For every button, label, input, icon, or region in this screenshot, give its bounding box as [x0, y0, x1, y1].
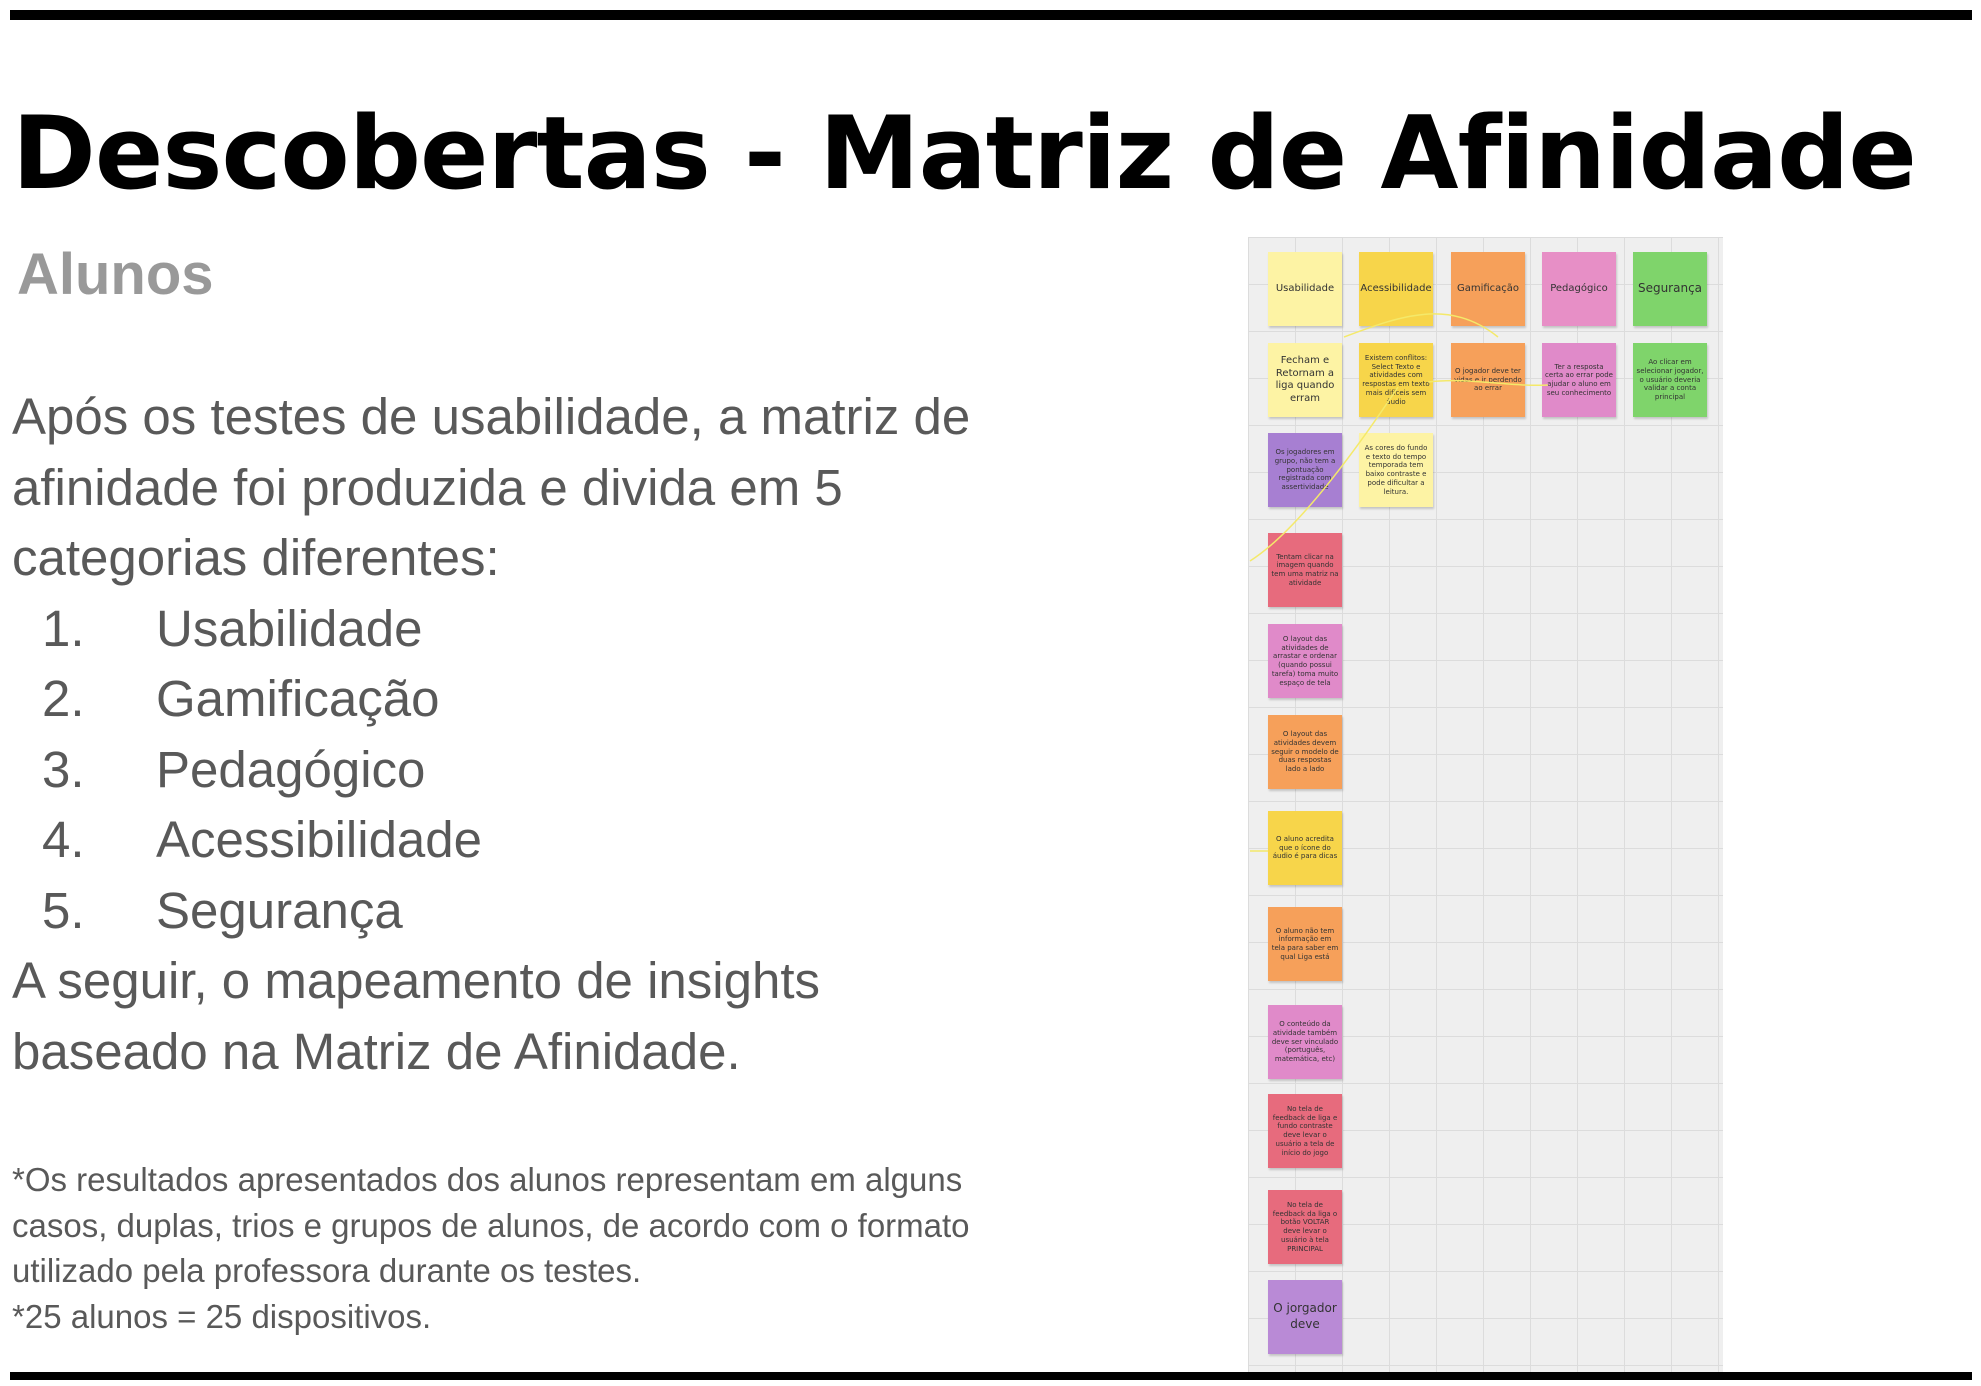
list-label: Segurança	[156, 881, 403, 939]
category-list-item: 1. Usabilidade	[12, 594, 1012, 665]
sticky-note: O aluno não tem informação em tela para …	[1268, 907, 1342, 981]
sticky-note: No tela de feedback da liga o botão VOLT…	[1268, 1190, 1342, 1264]
sticky-note: O jogador deve ter vidas e ir perdendo a…	[1451, 343, 1525, 417]
sticky-note: O layout das atividades devem seguir o m…	[1268, 715, 1342, 789]
sticky-note: O aluno acredita que o ícone do áudio é …	[1268, 811, 1342, 885]
sticky-note: O layout das atividades de arrastar e or…	[1268, 624, 1342, 698]
list-number: 2.	[42, 670, 85, 727]
slide-subtitle: Alunos	[17, 242, 214, 307]
list-number: 5.	[42, 881, 85, 939]
list-label: Gamificação	[156, 670, 440, 727]
footnote: *Os resultados apresentados dos alunos r…	[12, 1157, 1012, 1339]
category-list-item: 3. Pedagógico	[12, 735, 1012, 806]
list-label: Acessibilidade	[156, 811, 483, 868]
sticky-note: No tela de feedback de liga e fundo cont…	[1268, 1094, 1342, 1168]
closing-paragraph: A seguir, o mapeamento de insights basea…	[12, 952, 821, 1080]
sticky-note-header: Gamificação	[1451, 252, 1525, 326]
sticky-note: O conteúdo da atividade também deve ser …	[1268, 1005, 1342, 1079]
sticky-note: Os jogadores em grupo, não tem a pontuaç…	[1268, 433, 1342, 507]
category-list-item: 5. Segurança	[12, 876, 1012, 947]
sticky-note: Fecham e Retornam a liga quando erram	[1268, 343, 1342, 417]
sticky-note: As cores do fundo e texto do tempo tempo…	[1359, 433, 1433, 507]
footnote-line: *Os resultados apresentados dos alunos r…	[12, 1161, 970, 1289]
list-number: 1.	[42, 599, 85, 657]
list-number: 4.	[42, 811, 85, 868]
intro-paragraph: Após os testes de usabilidade, a matriz …	[12, 388, 971, 586]
sticky-note: Tentam clicar na imagem quando tem uma m…	[1268, 533, 1342, 607]
sticky-note: Existem conflitos: Select Texto e ativid…	[1359, 343, 1433, 417]
slide-title: Descobertas - Matriz de Afinidade	[12, 94, 1917, 212]
sticky-note: Ao clicar em selecionar jogador, o usuár…	[1633, 343, 1707, 417]
category-list-item: 4. Acessibilidade	[12, 805, 1012, 876]
affinity-board: Usabilidade Acessibilidade Gamificação P…	[1248, 237, 1723, 1374]
list-number: 3.	[42, 740, 85, 798]
sticky-note-header: Usabilidade	[1268, 252, 1342, 326]
category-list: 1. Usabilidade 2. Gamificação 3. Pedagóg…	[12, 594, 1012, 947]
list-label: Usabilidade	[156, 599, 423, 657]
category-list-item: 2. Gamificação	[12, 664, 1012, 735]
sticky-note-header: Segurança	[1633, 252, 1707, 326]
sticky-note-header: Pedagógico	[1542, 252, 1616, 326]
top-rule	[10, 10, 1972, 20]
footnote-line: *25 alunos = 25 dispositivos.	[12, 1297, 432, 1335]
sticky-note: Ter a resposta certa ao errar pode ajuda…	[1542, 343, 1616, 417]
bottom-rule	[10, 1372, 1972, 1380]
sticky-note: O jorgador deve	[1268, 1280, 1342, 1354]
sticky-note-header: Acessibilidade	[1359, 252, 1433, 326]
body-text: Após os testes de usabilidade, a matriz …	[12, 382, 1012, 1087]
list-label: Pedagógico	[156, 740, 426, 798]
